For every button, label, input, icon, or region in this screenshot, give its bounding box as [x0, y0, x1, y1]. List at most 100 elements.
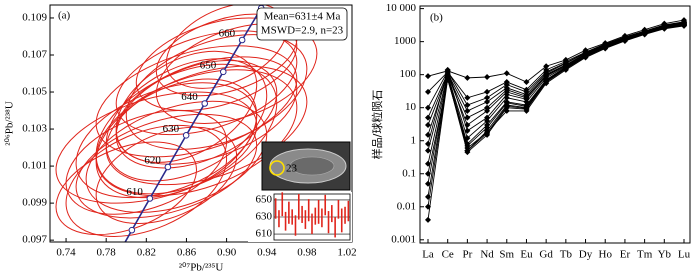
data-point [484, 107, 491, 114]
data-point [425, 140, 431, 147]
data-point [621, 37, 628, 44]
data-point [425, 147, 431, 154]
data-point [484, 104, 491, 111]
age-label: 610 [126, 186, 143, 198]
x-tick-label: 0.86 [177, 247, 197, 259]
x-tick-label: Eu [520, 249, 533, 261]
error-ellipse [95, 126, 238, 224]
annotation: Mean=631±4 Ma [264, 11, 341, 23]
data-point [621, 34, 628, 41]
x-tick-label: Ce [442, 249, 454, 261]
panel-label: (b) [430, 12, 443, 24]
data-point [503, 91, 510, 98]
data-point [464, 102, 471, 109]
data-point [484, 88, 491, 95]
error-ellipse [155, 23, 318, 124]
x-tick-label: Sm [499, 249, 514, 261]
x-tick-label: La [422, 249, 434, 261]
data-point [484, 117, 491, 124]
data-point [464, 94, 471, 101]
data-point [484, 114, 491, 121]
data-point [582, 49, 589, 56]
data-point [523, 88, 530, 95]
plot-area [55, 5, 318, 242]
data-point [484, 94, 491, 101]
x-tick-label: 0.94 [257, 247, 277, 259]
y-tick-label: 0.099 [22, 197, 47, 209]
data-point [425, 216, 431, 223]
concordia-point [238, 36, 246, 44]
data-point [464, 107, 471, 114]
plot-frame [419, 5, 691, 244]
x-tick-label: 0.90 [217, 247, 237, 259]
data-point [425, 121, 431, 128]
concordia-curve [124, 5, 265, 242]
inset-tick-label: 610 [256, 228, 273, 240]
data-point [523, 78, 530, 85]
annotation-box [256, 7, 348, 41]
y-tick-label: 0.01 [397, 200, 416, 212]
error-ellipse [115, 50, 258, 163]
x-tick-label: 0.78 [97, 247, 117, 259]
data-point [543, 63, 550, 70]
age-label: 630 [163, 123, 180, 135]
data-point [444, 68, 451, 75]
x-tick-label: Nd [480, 249, 494, 261]
data-point [484, 130, 491, 137]
data-point [681, 22, 687, 29]
x-axis-label: ²⁰⁷Pb/²³⁵U [179, 262, 224, 274]
error-ellipse [75, 82, 258, 199]
y-tick-label: 0.097 [22, 234, 47, 246]
data-point [582, 53, 589, 60]
y-tick-label: 0.107 [22, 49, 47, 61]
y-tick-label: 0.105 [22, 86, 47, 98]
age-label: 650 [200, 59, 217, 71]
x-tick-label: Er [620, 249, 631, 261]
data-point [425, 73, 431, 80]
error-ellipse [115, 30, 298, 136]
inset-tick-label: 650 [256, 193, 273, 205]
x-tick-label: 1.02 [337, 247, 356, 259]
panel-b: 0.001 0.01 0.1 1 10 100 1000 10 000 La Ce Pr Nd Sm Eu… [370, 2, 691, 260]
concordia-point [182, 132, 190, 139]
y-tick-label: 0.001 [391, 233, 416, 245]
data-point [562, 59, 569, 66]
data-point [464, 147, 471, 154]
data-point [425, 114, 431, 121]
series-line [427, 24, 685, 197]
error-ellipse [125, 34, 308, 150]
spot-label: 23 [286, 163, 298, 175]
data-point [464, 114, 471, 121]
data-point [484, 73, 491, 80]
annotation: MSWD=2.9, n=23 [261, 25, 344, 37]
data-point [602, 44, 609, 51]
inset-tick-label: 630 [256, 211, 273, 223]
y-tick-label: 10 [405, 101, 417, 113]
data-point [503, 99, 510, 106]
y-tick-label: 0.1 [402, 167, 416, 179]
data-point [543, 78, 550, 85]
x-tick-label: Lu [678, 249, 691, 261]
data-point [484, 98, 491, 105]
y-tick-label: 1 [411, 134, 417, 146]
data-point [681, 19, 687, 26]
y-tick-label: 0.101 [22, 160, 47, 172]
error-ellipse [95, 45, 298, 158]
y-tick-label: 0.103 [22, 123, 47, 135]
error-ellipse [75, 113, 258, 219]
plot-frame [49, 4, 353, 243]
x-tick-label: Ho [599, 249, 613, 261]
data-point [562, 65, 569, 72]
data-point [602, 41, 609, 48]
age-label: 640 [181, 91, 198, 103]
x-tick-label: 0.82 [137, 247, 156, 259]
x-tick-label: Tb [560, 249, 573, 261]
data-point [484, 124, 491, 131]
data-point [523, 105, 530, 112]
y-tick-label: 10 000 [386, 2, 417, 14]
data-point [503, 81, 510, 88]
x-tick-label: Tm [637, 249, 653, 261]
panel-a: 610 620 630 640 650 660 0.74 0.78 0.82 0.86 0.90 0.… [4, 4, 357, 274]
data-point [425, 104, 431, 111]
